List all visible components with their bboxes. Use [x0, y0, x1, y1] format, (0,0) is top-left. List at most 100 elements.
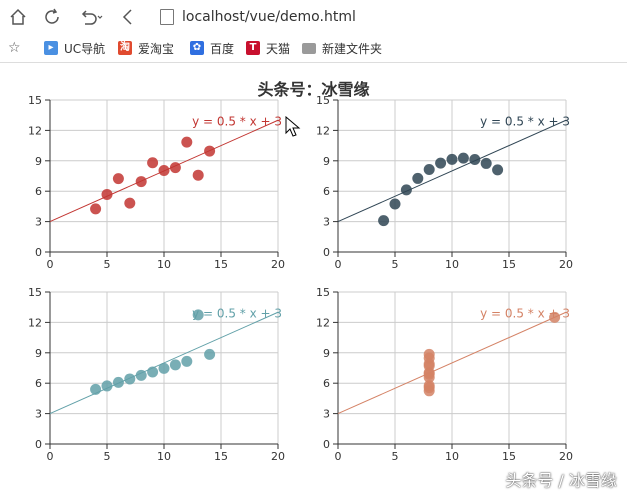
data-point — [400, 184, 412, 196]
watermark: 头条号 / 冰雪缘 — [505, 471, 617, 490]
data-point — [378, 215, 390, 227]
data-point — [412, 172, 424, 184]
x-tick-label: 15 — [502, 258, 516, 271]
data-point — [135, 369, 147, 381]
uc-nav-icon: ▸ — [44, 41, 58, 55]
data-point — [480, 157, 492, 169]
back-icon[interactable] — [118, 7, 138, 27]
x-tick-label: 0 — [47, 258, 54, 271]
data-point — [446, 153, 458, 165]
undo-icon[interactable] — [78, 7, 106, 27]
fit-label: y = 0.5 * x + 3 — [192, 306, 282, 320]
data-point — [423, 382, 435, 394]
data-point — [124, 373, 136, 385]
data-point — [90, 383, 102, 395]
y-tick-label: 15 — [28, 286, 42, 299]
bookmark-star-icon[interactable]: ☆ — [8, 40, 21, 56]
y-tick-label: 6 — [323, 377, 330, 390]
data-point — [124, 197, 136, 209]
chart-panel-2: 0 5 10 15 20 0 3 6 9 12 15 y = 0.5 * x + 3 — [316, 94, 573, 271]
bookmarks-bar: ☆ ▸ UC导航 淘 爱淘宝 ✿ 百度 T 天猫 新建文件夹 — [0, 34, 627, 63]
x-tick-label: 20 — [559, 258, 573, 271]
y-tick-label: 0 — [323, 438, 330, 451]
x-tick-label: 0 — [47, 450, 54, 463]
y-tick-label: 0 — [323, 246, 330, 259]
data-point — [169, 359, 181, 371]
y-tick-label: 3 — [323, 216, 330, 229]
x-tick-label: 0 — [335, 450, 342, 463]
y-tick-label: 15 — [316, 286, 330, 299]
x-tick-label: 15 — [214, 450, 228, 463]
bookmark-label: UC导航 — [64, 41, 106, 56]
x-tick-label: 10 — [445, 258, 459, 271]
bookmark-tmall[interactable]: T 天猫 — [246, 39, 290, 57]
data-point — [101, 380, 113, 392]
data-point — [423, 164, 435, 176]
x-tick-label: 10 — [445, 450, 459, 463]
data-point — [135, 176, 147, 188]
y-tick-label: 9 — [35, 347, 42, 360]
fit-label: y = 0.5 * x + 3 — [192, 114, 282, 128]
y-tick-label: 0 — [35, 246, 42, 259]
data-point — [181, 355, 193, 367]
data-point — [147, 157, 159, 169]
data-point — [389, 198, 401, 210]
data-point — [112, 173, 124, 185]
y-tick-label: 12 — [28, 124, 42, 137]
data-point — [158, 165, 170, 177]
x-tick-label: 10 — [157, 450, 171, 463]
x-tick-label: 5 — [392, 450, 399, 463]
data-point — [204, 348, 216, 360]
bookmark-new-folder[interactable]: 新建文件夹 — [302, 39, 382, 57]
chart-panel-1: 0 5 10 15 20 0 3 6 9 12 15 y = 0.5 * x + 3 — [28, 94, 285, 271]
data-point — [101, 188, 113, 200]
x-tick-label: 5 — [104, 450, 111, 463]
data-point — [181, 136, 193, 148]
data-point — [112, 376, 124, 388]
data-point — [549, 311, 561, 323]
browser-toolbar: localhost/vue/demo.html — [0, 0, 627, 34]
y-tick-label: 12 — [316, 316, 330, 329]
bookmark-aitaobao[interactable]: 淘 爱淘宝 — [118, 39, 174, 57]
fit-line — [337, 311, 567, 415]
x-tick-label: 15 — [214, 258, 228, 271]
data-point — [469, 153, 481, 165]
x-tick-label: 5 — [392, 258, 399, 271]
bookmark-uc-nav[interactable]: ▸ UC导航 — [44, 39, 105, 57]
data-point — [204, 145, 216, 157]
y-tick-label: 6 — [35, 377, 42, 390]
fit-line — [337, 119, 567, 223]
folder-icon — [302, 42, 316, 54]
x-tick-label: 5 — [104, 258, 111, 271]
reload-icon[interactable] — [42, 7, 62, 27]
y-tick-label: 0 — [35, 438, 42, 451]
bookmark-baidu[interactable]: ✿ 百度 — [190, 39, 234, 57]
y-tick-label: 3 — [323, 408, 330, 421]
y-tick-label: 15 — [28, 94, 42, 107]
data-point — [457, 152, 469, 164]
data-point — [90, 203, 102, 215]
y-tick-label: 9 — [35, 155, 42, 168]
taobao-icon: 淘 — [118, 41, 132, 55]
fit-label: y = 0.5 * x + 3 — [480, 306, 570, 320]
chart-panel-3: 0 5 10 15 20 0 3 6 9 12 15 y = 0.5 * x + 3 — [28, 286, 285, 463]
mouse-cursor-icon — [285, 116, 301, 137]
y-tick-label: 12 — [316, 124, 330, 137]
home-icon[interactable] — [8, 7, 28, 27]
chart-panel-4: 0 5 10 15 20 0 3 6 9 12 15 y = 0.5 * x + 3 — [316, 286, 573, 463]
x-tick-label: 15 — [502, 450, 516, 463]
y-tick-label: 12 — [28, 316, 42, 329]
data-point — [169, 162, 181, 174]
bookmark-label: 新建文件夹 — [322, 41, 383, 56]
y-tick-label: 3 — [35, 408, 42, 421]
chart-title: 头条号：冰雪缘 — [257, 80, 370, 99]
data-point — [423, 368, 435, 380]
x-tick-label: 10 — [157, 258, 171, 271]
page-icon — [160, 9, 174, 25]
data-point — [492, 164, 504, 176]
bookmark-label: 天猫 — [266, 41, 291, 56]
data-point — [192, 309, 204, 321]
address-bar[interactable]: localhost/vue/demo.html — [160, 6, 620, 28]
data-point — [192, 169, 204, 181]
